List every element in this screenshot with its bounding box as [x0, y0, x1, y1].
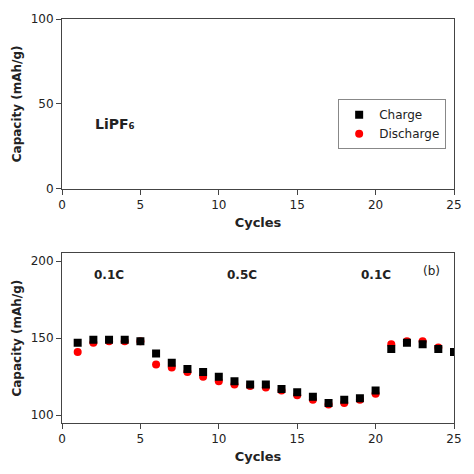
svg-text:10: 10	[211, 432, 226, 446]
svg-text:150: 150	[31, 331, 54, 345]
svg-text:Cycles: Cycles	[235, 449, 282, 464]
svg-text:5: 5	[137, 198, 145, 212]
svg-text:Charge: Charge	[379, 108, 422, 122]
svg-text:(b): (b)	[423, 264, 440, 278]
svg-text:25: 25	[446, 432, 461, 446]
svg-text:15: 15	[290, 198, 305, 212]
svg-text:200: 200	[31, 254, 54, 268]
svg-text:20: 20	[368, 198, 383, 212]
svg-text:100: 100	[31, 408, 54, 422]
svg-text:0: 0	[46, 182, 54, 196]
svg-text:LiPF₆: LiPF₆	[95, 116, 135, 132]
svg-text:10: 10	[211, 198, 226, 212]
svg-text:Capacity (mAh/g): Capacity (mAh/g)	[10, 280, 24, 397]
svg-text:5: 5	[137, 432, 145, 446]
svg-text:15: 15	[290, 432, 305, 446]
svg-text:0.1C: 0.1C	[361, 268, 391, 282]
svg-text:0.1C: 0.1C	[94, 268, 124, 282]
svg-text:0: 0	[58, 198, 66, 212]
svg-text:20: 20	[368, 432, 383, 446]
svg-text:50: 50	[38, 97, 53, 111]
svg-text:100: 100	[31, 12, 54, 26]
svg-text:0.5C: 0.5C	[227, 268, 257, 282]
svg-text:Cycles: Cycles	[235, 215, 282, 230]
svg-text:Discharge: Discharge	[379, 127, 439, 141]
svg-text:25: 25	[446, 198, 461, 212]
svg-text:Capacity (mAh/g): Capacity (mAh/g)	[10, 45, 24, 162]
svg-text:0: 0	[58, 432, 66, 446]
